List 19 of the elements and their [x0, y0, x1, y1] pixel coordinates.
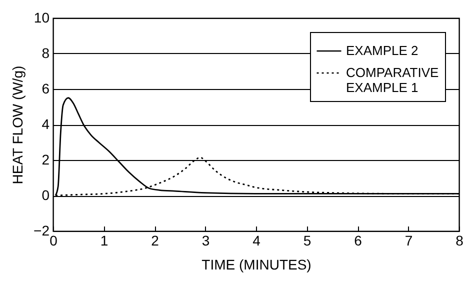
y-axis-title: HEAT FLOW (W/g) — [10, 66, 26, 184]
x-tick-label: 3 — [202, 232, 210, 248]
y-tick-label: 2 — [42, 152, 50, 168]
y-tick-label: 10 — [34, 10, 50, 26]
y-tick-label: −2 — [34, 222, 50, 238]
x-tick-label: 1 — [100, 232, 108, 248]
x-tick-label: 4 — [252, 232, 261, 248]
x-tick-label: 6 — [354, 232, 362, 248]
y-tick-label: 8 — [42, 45, 50, 61]
y-tick-label: 4 — [42, 116, 50, 132]
x-tick-label: 8 — [456, 232, 464, 248]
legend-label: EXAMPLE 2 — [346, 43, 418, 58]
x-tick-label: 7 — [404, 232, 413, 248]
legend-label: COMPARATIVE EXAMPLE 1 — [346, 65, 440, 95]
x-tick-label: 2 — [151, 232, 160, 248]
x-tick-label: 5 — [303, 232, 312, 248]
y-tick-label: 6 — [42, 80, 50, 96]
y-tick-label: 0 — [42, 187, 50, 203]
x-axis-title: TIME (MINUTES) — [202, 256, 312, 272]
